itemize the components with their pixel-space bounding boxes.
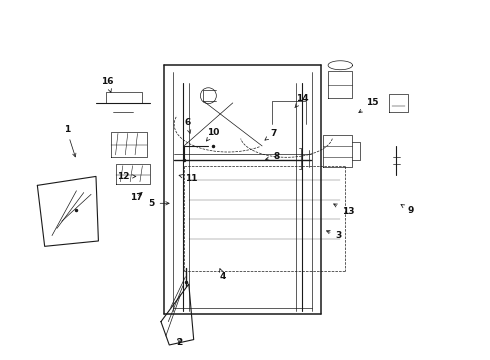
- Text: 10: 10: [206, 128, 220, 141]
- Text: 3: 3: [326, 230, 342, 240]
- Text: 8: 8: [266, 152, 280, 161]
- Text: 2: 2: [176, 338, 182, 347]
- Text: 16: 16: [101, 77, 114, 92]
- Text: 6: 6: [184, 118, 191, 133]
- Text: 4: 4: [220, 269, 226, 281]
- Text: 13: 13: [334, 204, 354, 216]
- Text: 7: 7: [265, 129, 277, 140]
- Text: 1: 1: [64, 125, 76, 157]
- Text: 9: 9: [401, 204, 414, 215]
- Text: 14: 14: [295, 94, 309, 108]
- Text: 12: 12: [117, 172, 136, 181]
- Text: 17: 17: [130, 192, 143, 202]
- Text: 5: 5: [148, 199, 169, 208]
- Text: 11: 11: [179, 175, 198, 184]
- Text: 15: 15: [359, 98, 379, 113]
